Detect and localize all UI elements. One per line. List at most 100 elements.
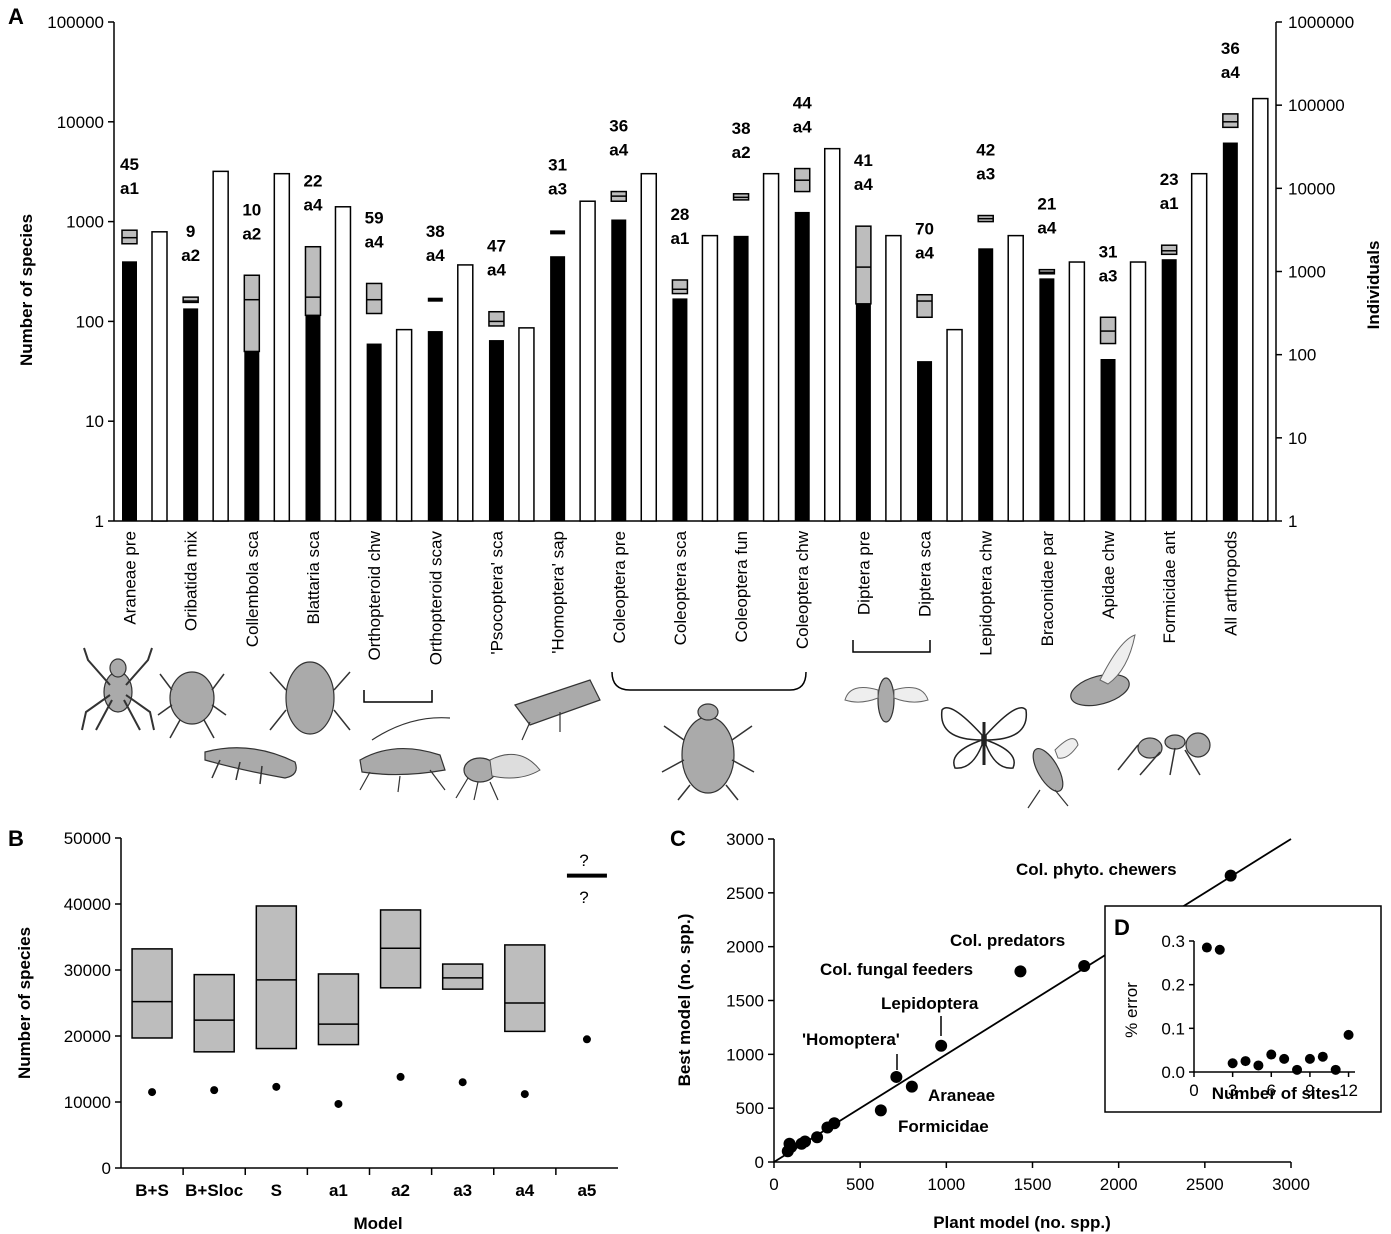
left-tick-label: 1: [95, 512, 104, 531]
springtail-icon: [204, 747, 297, 785]
panel-d-ylabel: % error: [1122, 982, 1141, 1038]
c-data-point: [795, 1137, 808, 1150]
c-data-point: [1078, 960, 1091, 973]
estimate-box-all-arthropods: [1222, 113, 1239, 129]
annotation-model-all-arthropods: a4: [1221, 63, 1240, 82]
panel-c-xlabel: Plant model (no. spp.): [933, 1213, 1111, 1232]
category-label-oribatida-mix: Oribatida mix: [182, 531, 201, 632]
panel-b-xlabel: Model: [353, 1214, 402, 1233]
panel-a-right-ticks: 1 10 100 1000 10000 100000 1000000: [1276, 13, 1354, 531]
point-b-s: [148, 1088, 157, 1097]
c-data-point: [811, 1131, 824, 1144]
annotation-model-diptera-pre: a4: [854, 175, 873, 194]
c-data-point: [1224, 869, 1237, 882]
bracket-coleoptera: [611, 671, 807, 691]
panel-d-points: [1201, 942, 1354, 1075]
d-data-point: [1266, 1049, 1277, 1060]
panel-d-frame: [1104, 905, 1382, 1113]
panel-c-label: C: [670, 826, 686, 851]
individuals-bar-araneae-pre: [151, 231, 168, 522]
panel-a-bars: 45 a1 9 a2 10 a2 22 a4 59 a4 38 a4 47 a4 31 a3 36 a4 28 a1 3…: [120, 39, 1269, 522]
box-a3: [441, 963, 484, 990]
c-x-tick-label: 0: [769, 1175, 778, 1194]
panel-b-ylabel: Number of species: [15, 927, 34, 1079]
estimate-box-formicidae-ant: [1160, 244, 1178, 256]
panel-d: D % error Number of sites 0 3 6 9 12 0.0 0.1 0.…: [1104, 905, 1382, 1113]
c-y-tick-label: 1000: [726, 1045, 764, 1064]
category-label-apidae-chw: Apidae chw: [1099, 530, 1118, 619]
annotation-model-formicidae-ant: a1: [1160, 194, 1179, 213]
point-a3: [458, 1078, 467, 1087]
category-label-coleoptera-fun: Coleoptera fun: [732, 531, 751, 643]
individuals-bar-oribatida-mix: [212, 170, 229, 522]
species-bar-psocoptera-sca: [488, 340, 504, 521]
d-data-point: [1279, 1053, 1290, 1064]
individuals-bar-orthopteroid-scav: [457, 264, 474, 522]
annotation-count-all-arthropods: 36: [1221, 39, 1240, 58]
species-bar-all-arthropods: [1222, 142, 1238, 522]
individuals-bar-diptera-pre: [885, 234, 902, 522]
b-tick-label: 0: [102, 1159, 111, 1178]
annotation-homoptera: 'Homoptera': [802, 1030, 900, 1049]
species-bar-lepidoptera-chw: [978, 248, 994, 521]
estimate-box-orthopteroid-chw: [365, 282, 383, 315]
d-y-tick-label: 0.3: [1161, 932, 1185, 951]
psocid-icon: [455, 753, 541, 801]
mite-icon: [157, 671, 227, 739]
c-x-tick-label: 500: [846, 1175, 874, 1194]
category-label-a5: a5: [577, 1181, 596, 1200]
individuals-bar-coleoptera-fun: [762, 172, 780, 522]
panel-b-ticks: 0 10000 20000 30000 40000 50000: [64, 829, 557, 1178]
panel-d-xlabel: Number of sites: [1212, 1084, 1340, 1103]
c-y-tick-label: 0: [755, 1153, 764, 1172]
panel-a-ylabel-right: Individuals: [1364, 241, 1383, 330]
point-a2: [396, 1072, 405, 1081]
c-data-point: [890, 1070, 903, 1083]
cockroach-icon: [269, 661, 351, 735]
annotation-count-apidae-chw: 31: [1099, 242, 1118, 261]
box-a4: [504, 944, 546, 1033]
c-data-point: [935, 1039, 948, 1052]
annotation-model-coleoptera-pre: a4: [609, 141, 628, 160]
estimate-box-collembola-sca: [243, 274, 261, 353]
category-label-coleoptera-sca: Coleoptera sca: [671, 530, 690, 645]
category-label-orthopteroid-scav: Orthopteroid scav: [426, 531, 445, 666]
right-tick-label: 100: [1288, 346, 1316, 365]
annotation-count-lepidoptera-chw: 42: [976, 141, 995, 160]
butterfly-icon: [940, 707, 1028, 769]
individuals-bar-coleoptera-pre: [640, 172, 658, 522]
species-bar-apidae-chw: [1100, 358, 1116, 521]
question-mark-upper: ?: [579, 851, 588, 870]
right-tick-label: 100000: [1288, 96, 1345, 115]
d-data-point: [1253, 1060, 1264, 1071]
d-y-tick-label: 0.2: [1161, 976, 1185, 995]
b-tick-label: 10000: [64, 1093, 111, 1112]
panel-a-left-ticks: 1 10 100 1000 10000 100000: [47, 13, 114, 531]
category-label-braconidae-par: Braconidae par: [1038, 531, 1057, 647]
annotation-count-orthopteroid-chw: 59: [365, 208, 384, 227]
annotation-count-coleoptera-pre: 36: [609, 117, 628, 136]
panel-d-ticks: 0 3 6 9 12 0.0 0.1 0.2 0.3: [1161, 932, 1358, 1100]
estimate-box-diptera-sca: [916, 293, 933, 319]
box-a1: [317, 973, 360, 1046]
right-tick-label: 1000000: [1288, 13, 1354, 32]
left-tick-label: 1000: [66, 213, 104, 232]
panel-c: C Best model (no. spp.) Plant model (no.…: [670, 826, 1310, 1232]
category-label-all-arthropods: All arthropods: [1221, 531, 1240, 636]
cricket-icon: [359, 717, 451, 793]
annotation-count-orthopteroid-scav: 38: [426, 222, 445, 241]
d-data-point: [1240, 1056, 1251, 1067]
panel-b: B Number of species Model 0 10000 20000 300…: [8, 826, 618, 1233]
panel-c-points: [781, 869, 1237, 1158]
estimate-box-psocoptera-sca: [488, 310, 505, 327]
estimate-mark-homoptera-sap: [550, 230, 566, 235]
c-data-point: [821, 1121, 834, 1134]
category-label-a3: a3: [453, 1181, 472, 1200]
species-bar-coleoptera-fun: [733, 235, 749, 522]
species-bar-formicidae-ant: [1161, 259, 1177, 521]
panel-a: A Number of species Individuals 1 10 100 10…: [8, 4, 1383, 809]
c-y-tick-label: 2000: [726, 938, 764, 957]
estimate-box-oribatida-mix: [182, 296, 199, 304]
c-x-tick-label: 3000: [1272, 1175, 1310, 1194]
